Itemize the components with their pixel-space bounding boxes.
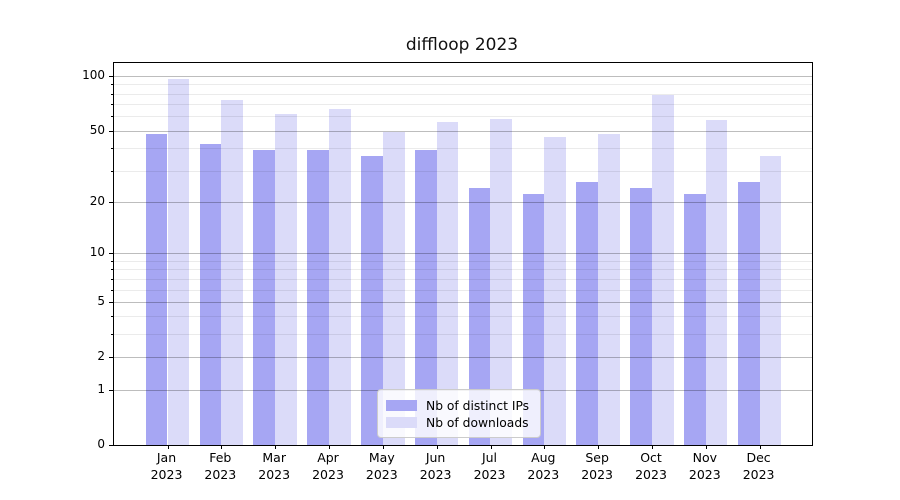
bar-distinct-ips-dec bbox=[737, 181, 760, 445]
bar-downloads-jun bbox=[436, 121, 459, 445]
x-tick-label-mar: Mar 2023 bbox=[258, 450, 291, 482]
legend-item-distinct-ips: Nb of distinct IPs bbox=[386, 397, 531, 414]
x-tick-nov bbox=[705, 445, 707, 449]
x-tick-jan bbox=[167, 445, 169, 449]
y-tick-major bbox=[109, 201, 113, 203]
legend-swatch-distinct-ips bbox=[386, 400, 417, 411]
bar-downloads-jul bbox=[490, 119, 513, 445]
y-tick-label-20: 20 bbox=[89, 193, 105, 208]
bar-distinct-ips-nov bbox=[684, 194, 706, 445]
y-tick-major bbox=[109, 389, 113, 391]
x-tick-label-jul: Jul 2023 bbox=[473, 450, 506, 482]
x-tick-label-dec: Dec 2023 bbox=[742, 450, 775, 482]
x-tick-mar bbox=[275, 445, 277, 449]
bar-distinct-ips-may bbox=[361, 156, 383, 445]
x-tick-jun bbox=[436, 445, 438, 449]
legend-label-distinct-ips: Nb of distinct IPs bbox=[426, 398, 530, 413]
y-tick-minor bbox=[110, 334, 113, 336]
legend-item-downloads: Nb of downloads bbox=[386, 414, 531, 431]
bar-distinct-ips-mar bbox=[253, 150, 276, 445]
x-tick-feb bbox=[221, 445, 223, 449]
y-tick-major bbox=[109, 357, 113, 359]
x-tick-label-nov: Nov 2023 bbox=[688, 450, 721, 482]
y-tick-major bbox=[109, 76, 113, 78]
x-tick-sep bbox=[598, 445, 600, 449]
y-tick-label-1: 1 bbox=[97, 381, 105, 396]
y-tick-minor bbox=[110, 104, 113, 106]
bar-downloads-apr bbox=[328, 108, 351, 445]
x-tick-label-jan: Jan 2023 bbox=[150, 450, 183, 482]
bar-distinct-ips-feb bbox=[199, 144, 222, 445]
legend: Nb of distinct IPs Nb of downloads bbox=[377, 389, 541, 438]
bar-downloads-aug bbox=[544, 137, 566, 445]
bar-downloads-feb bbox=[221, 99, 244, 445]
bar-downloads-oct bbox=[651, 94, 674, 445]
bar-distinct-ips-oct bbox=[630, 187, 652, 445]
x-tick-label-aug: Aug 2023 bbox=[527, 450, 560, 482]
bar-downloads-sep bbox=[598, 133, 620, 445]
x-tick-may bbox=[382, 445, 384, 449]
x-tick-label-apr: Apr 2023 bbox=[312, 450, 344, 482]
y-tick-minor bbox=[110, 289, 113, 291]
y-tick-minor bbox=[110, 84, 113, 86]
y-tick-minor bbox=[110, 316, 113, 318]
y-tick-major bbox=[109, 130, 113, 132]
bar-distinct-ips-jul bbox=[468, 187, 491, 445]
y-tick-minor bbox=[110, 93, 113, 95]
plot-area bbox=[109, 62, 813, 449]
y-tick-label-50: 50 bbox=[89, 122, 105, 137]
y-tick-minor bbox=[110, 278, 113, 280]
x-tick-label-oct: Oct 2023 bbox=[635, 450, 667, 482]
x-tick-label-jun: Jun 2023 bbox=[419, 450, 452, 482]
y-tick-major bbox=[109, 253, 113, 255]
x-tick-label-may: May 2023 bbox=[365, 450, 398, 482]
bars-layer bbox=[114, 63, 812, 445]
bar-distinct-ips-aug bbox=[522, 194, 545, 445]
y-tick-label-10: 10 bbox=[89, 245, 105, 260]
y-tick-minor bbox=[110, 261, 113, 262]
bar-downloads-nov bbox=[705, 120, 728, 445]
bar-downloads-jan bbox=[167, 78, 190, 445]
chart-title: diffloop 2023 bbox=[405, 35, 519, 55]
y-tick-label-5: 5 bbox=[97, 293, 105, 308]
bar-downloads-mar bbox=[275, 113, 297, 445]
bar-downloads-may bbox=[382, 132, 405, 445]
y-tick-label-100: 100 bbox=[82, 68, 105, 83]
bar-downloads-dec bbox=[759, 156, 782, 445]
x-tick-apr bbox=[329, 445, 330, 449]
legend-label-downloads: Nb of downloads bbox=[426, 415, 529, 430]
bar-distinct-ips-jun bbox=[414, 150, 437, 445]
x-tick-aug bbox=[544, 445, 546, 449]
bar-distinct-ips-apr bbox=[307, 150, 329, 445]
x-tick-label-sep: Sep 2023 bbox=[581, 450, 613, 482]
bar-distinct-ips-sep bbox=[576, 181, 599, 445]
y-tick-minor bbox=[110, 170, 113, 172]
y-tick-label-0: 0 bbox=[97, 437, 105, 451]
y-tick-minor bbox=[110, 148, 113, 150]
y-tick-major bbox=[109, 301, 113, 303]
legend-swatch-downloads bbox=[386, 417, 417, 428]
x-tick-jul bbox=[490, 445, 492, 449]
x-tick-oct bbox=[652, 445, 653, 449]
y-tick-minor bbox=[110, 269, 113, 271]
y-tick-major bbox=[109, 445, 113, 446]
y-tick-minor bbox=[110, 116, 113, 118]
x-tick-label-feb: Feb 2023 bbox=[204, 450, 237, 482]
bar-distinct-ips-jan bbox=[145, 133, 168, 445]
x-tick-dec bbox=[759, 445, 761, 449]
y-tick-label-2: 2 bbox=[97, 349, 105, 364]
